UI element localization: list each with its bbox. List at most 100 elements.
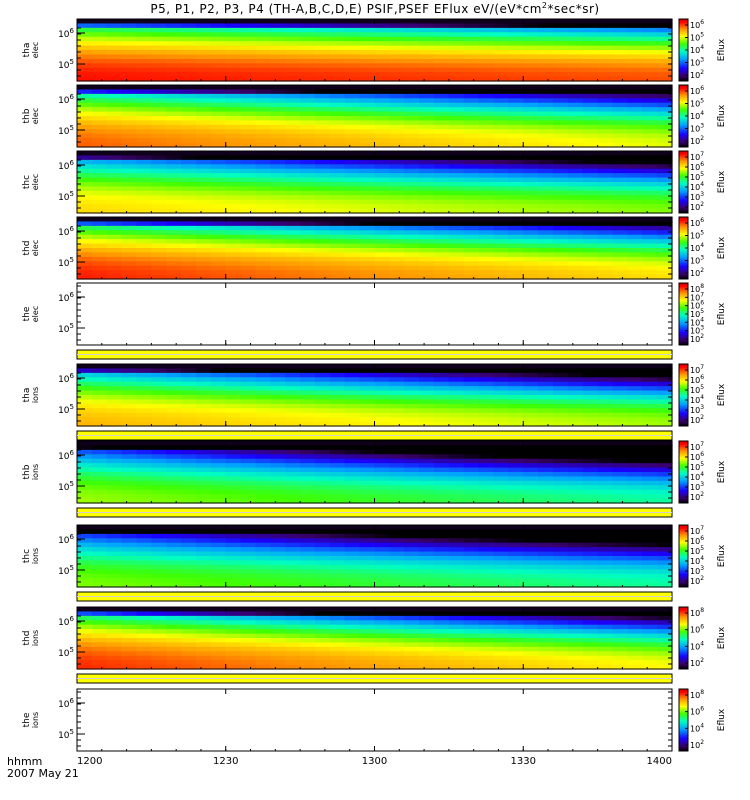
heatmap-cell [315,467,331,473]
heatmap-cell [300,151,316,157]
heatmap-cell [77,498,93,504]
heatmap-cell [597,538,614,544]
heatmap-cell [463,377,480,383]
heatmap-cell [642,76,658,82]
heatmap-cell [448,569,465,575]
heatmap-cell [315,633,331,639]
heatmap-cell [344,63,361,69]
heatmap-cell [523,395,539,401]
heatmap-cell [270,467,286,473]
heatmap-cell [196,138,212,144]
heatmap-cell [210,381,227,387]
heatmap-cell [240,463,257,469]
heatmap-cell [255,395,271,401]
heatmap-cell [91,76,108,82]
heatmap-cell [210,547,227,553]
heatmap-cell [493,664,509,670]
heatmap-cell [240,173,257,179]
heatmap-cell [597,67,614,73]
heatmap-cell [91,261,108,267]
heatmap-cell [389,494,405,500]
colorbar [678,440,689,504]
heatmap-cell [523,261,539,267]
heatmap-cell [77,63,93,69]
heatmap-cell [493,485,509,491]
heatmap-cell [508,538,524,544]
heatmap-cell [582,646,599,652]
heatmap-cell [553,620,569,626]
heatmap-cell [657,607,673,613]
heatmap-cell [329,248,346,254]
heatmap-cell [344,124,361,130]
heatmap-cell [419,208,435,214]
heatmap-cell [463,27,480,33]
heatmap-cell [508,270,524,276]
heatmap-cell [553,186,569,192]
heatmap-cell [106,485,123,491]
heatmap-cell [374,633,390,639]
heatmap-cell [77,529,93,535]
heatmap-cell [612,256,628,262]
heatmap-cell [374,225,390,231]
heatmap-cell [553,36,569,42]
heatmap-cell [255,243,271,249]
heatmap-cell [642,151,658,157]
heatmap-cell [136,98,152,104]
heatmap-cell [434,646,450,652]
heatmap-cell [627,265,643,271]
heatmap-cell [448,102,465,108]
heatmap-cell [582,89,599,95]
heatmap-cell [657,256,673,262]
heatmap-cell [567,368,584,374]
heatmap-cell [404,573,420,579]
heatmap-cell [567,27,584,33]
heatmap-cell [463,67,480,73]
heatmap-cell [329,274,346,280]
heatmap-cell [166,124,182,130]
heatmap-cell [151,660,167,666]
heatmap-cell [463,533,480,539]
heatmap-cell [210,85,227,91]
heatmap-cell [553,204,569,210]
heatmap-cell [597,489,614,495]
heatmap-cell [493,646,509,652]
heatmap-cell [344,41,361,47]
heatmap-cell [181,107,197,113]
heatmap-cell [181,243,197,249]
heatmap-cell [151,655,167,661]
heatmap-cell [181,629,197,635]
heatmap-cell [166,399,182,405]
heatmap-cell [478,480,495,486]
heatmap-cell [508,234,524,240]
heatmap-cell [404,182,420,188]
heatmap-cell [77,494,93,500]
heatmap-cell [77,615,93,621]
heatmap-cell [225,463,242,469]
heatmap-cell [300,441,316,447]
heatmap-cell [642,204,658,210]
heatmap-cell [448,164,465,170]
heatmap-cell [493,138,509,144]
heatmap-cell [210,386,227,392]
heatmap-cell [181,525,197,531]
heatmap-cell [448,472,465,478]
heatmap-cell [196,155,212,161]
heatmap-cell [315,620,331,626]
heatmap-cell [315,93,331,99]
heatmap-cell [121,542,138,548]
heatmap-cell [538,395,554,401]
heatmap-cell [196,564,212,570]
heatmap-cell [300,41,316,47]
heatmap-cell [553,403,569,409]
heatmap-cell [478,463,495,469]
heatmap-cell [523,221,539,227]
heatmap-cell [91,525,108,531]
heatmap-cell [597,19,614,25]
heatmap-cell [508,664,524,670]
heatmap-cell [210,41,227,47]
heatmap-cell [434,573,450,579]
heatmap-cell [329,111,346,117]
heatmap-cell [344,489,361,495]
heatmap-cell [419,155,435,161]
heatmap-cell [627,463,643,469]
